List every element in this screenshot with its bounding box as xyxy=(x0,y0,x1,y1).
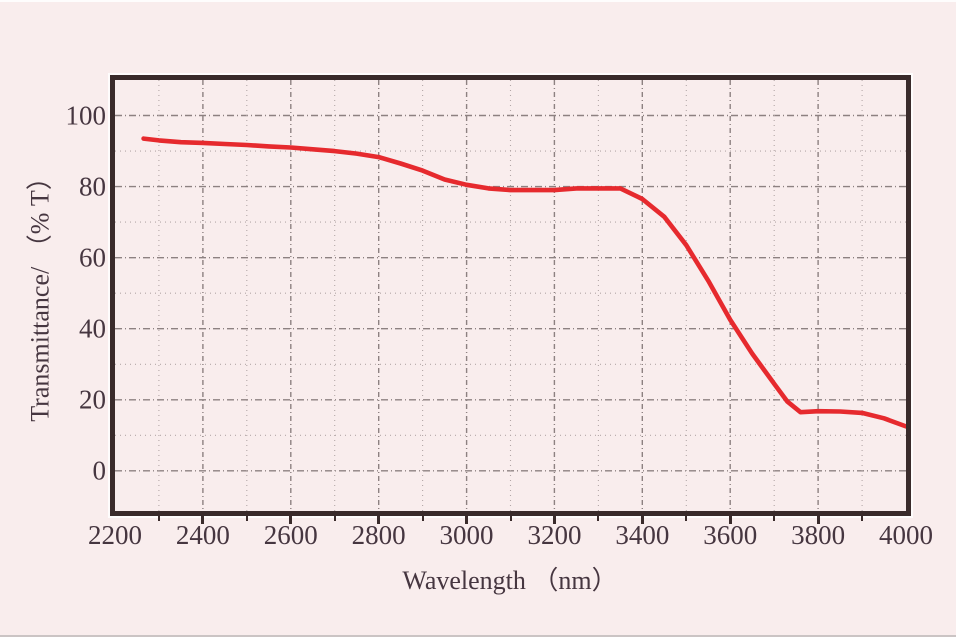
x-minor-tick-mark xyxy=(597,516,600,521)
x-tick-label: 4000 xyxy=(879,520,933,550)
y-tick-label: 20 xyxy=(79,384,106,415)
x-minor-tick-mark xyxy=(157,516,160,521)
y-tick-label: 60 xyxy=(79,242,106,273)
y-tick-label: 80 xyxy=(79,171,106,202)
x-tick-label: 2200 xyxy=(88,520,142,550)
x-tick-label: 3800 xyxy=(791,520,846,550)
x-major-tick-mark xyxy=(201,516,205,524)
x-minor-tick-mark xyxy=(509,516,512,521)
x-axis-title: Wavelength （nm） xyxy=(402,566,618,595)
image-bottom-edge xyxy=(0,635,956,637)
transmittance-curve xyxy=(141,136,906,429)
x-tick-label: 2400 xyxy=(175,520,230,550)
x-tick-label: 3200 xyxy=(527,520,582,550)
plot-area-frame xyxy=(110,75,911,516)
x-major-tick-mark xyxy=(289,516,293,524)
x-minor-tick-mark xyxy=(861,516,864,521)
x-major-tick-mark xyxy=(465,516,469,524)
x-tick-label: 2800 xyxy=(351,520,406,550)
x-minor-tick-mark xyxy=(333,516,336,521)
x-major-tick-mark xyxy=(552,516,556,524)
x-minor-tick-mark xyxy=(685,516,688,521)
image-top-edge xyxy=(0,0,956,2)
y-tick-label: 100 xyxy=(65,100,107,131)
y-tick-label: 40 xyxy=(79,313,106,344)
y-axis-title: Transmittance/ （% T） xyxy=(25,164,55,422)
x-tick-label: 2600 xyxy=(263,520,318,550)
x-minor-tick-mark xyxy=(245,516,248,521)
plot-canvas xyxy=(115,80,906,511)
x-tick-label: 3000 xyxy=(439,520,494,550)
x-major-tick-mark xyxy=(377,516,381,524)
x-major-tick-mark xyxy=(640,516,644,524)
x-minor-tick-mark xyxy=(421,516,424,521)
x-tick-label: 3400 xyxy=(615,520,670,550)
x-major-tick-mark xyxy=(816,516,820,524)
y-tick-label: 0 xyxy=(92,455,107,486)
x-minor-tick-mark xyxy=(773,516,776,521)
x-major-tick-mark xyxy=(728,516,732,524)
x-tick-label: 3600 xyxy=(703,520,758,550)
